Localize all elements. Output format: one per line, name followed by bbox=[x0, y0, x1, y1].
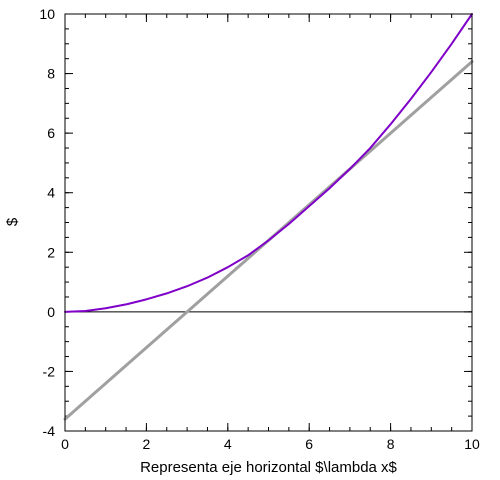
x-tick-label: 6 bbox=[305, 436, 313, 452]
y-tick-label: 6 bbox=[47, 125, 55, 141]
x-tick-label: 2 bbox=[143, 436, 151, 452]
ticks-layer bbox=[64, 13, 473, 432]
x-tick-label: 0 bbox=[61, 436, 69, 452]
y-tick-label: 4 bbox=[47, 185, 55, 201]
y-axis-label: $ bbox=[4, 217, 21, 226]
plot-area bbox=[65, 14, 472, 431]
y-tick-label: 10 bbox=[39, 6, 55, 22]
series-line-1 bbox=[64, 13, 473, 313]
y-tick-label: -4 bbox=[43, 423, 56, 439]
plot-frame bbox=[64, 13, 473, 432]
x-tick-label: 10 bbox=[464, 436, 480, 452]
y-tick-label: 2 bbox=[47, 244, 55, 260]
y-tick-label: 0 bbox=[47, 304, 55, 320]
x-tick-label: 4 bbox=[224, 436, 232, 452]
tick-labels-layer: 0 2 4 6 8 10 -4 -2 0 2 4 6 8 10 bbox=[39, 6, 480, 452]
y-tick-label: 8 bbox=[47, 66, 55, 82]
x-tick-label: 8 bbox=[387, 436, 395, 452]
series-layer bbox=[63, 13, 474, 421]
y-tick-label: -2 bbox=[43, 363, 56, 379]
x-axis-label: Representa eje horizontal $\lambda x$ bbox=[140, 459, 397, 476]
